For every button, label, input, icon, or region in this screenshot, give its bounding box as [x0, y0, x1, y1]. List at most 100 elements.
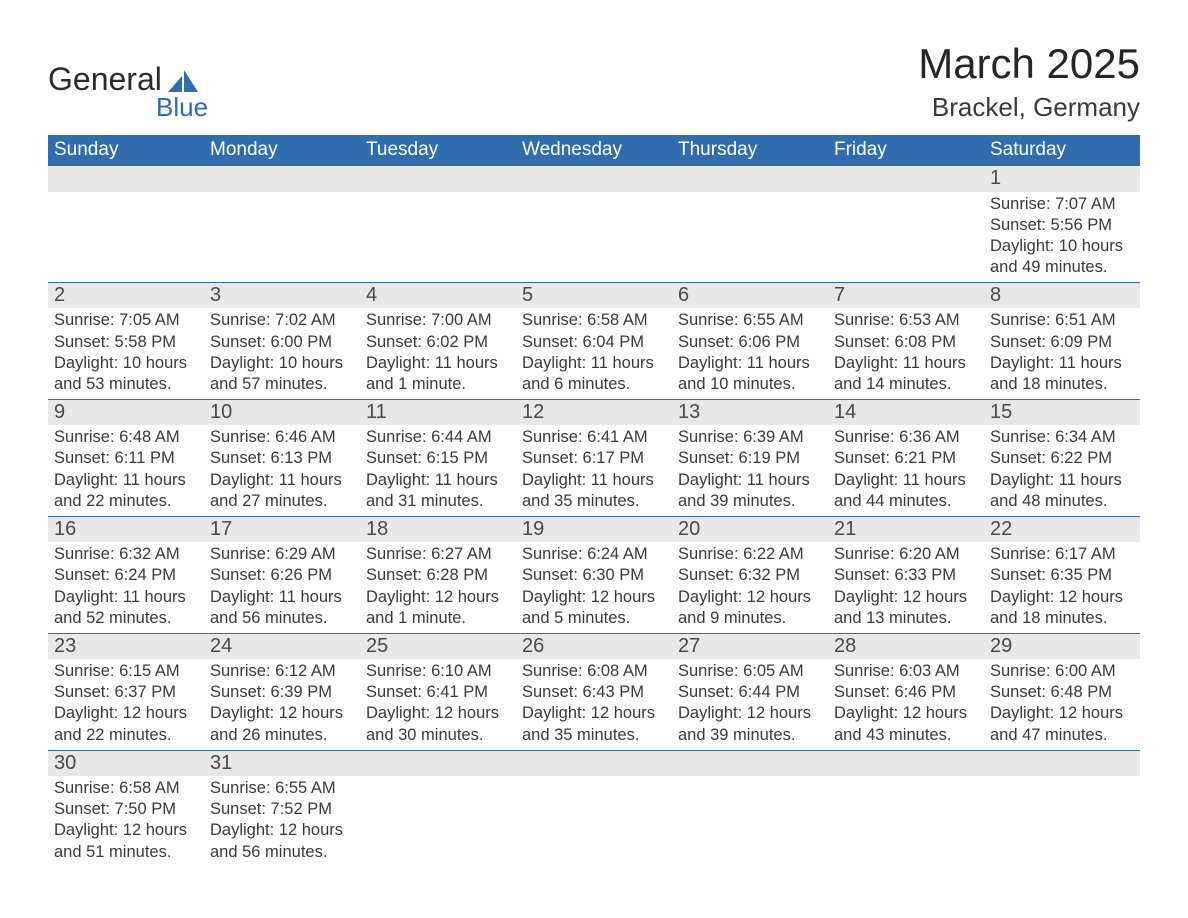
day-body-cell: Sunrise: 6:44 AMSunset: 6:15 PMDaylight:…	[360, 425, 516, 516]
day-body-cell: Sunrise: 6:29 AMSunset: 6:26 PMDaylight:…	[204, 542, 360, 633]
day-number-cell: 13	[672, 399, 828, 425]
daylight-text: Daylight: 12 hours and 26 minutes.	[210, 703, 354, 745]
sunrise-text: Sunrise: 6:32 AM	[54, 544, 198, 565]
sunset-text: Sunset: 6:04 PM	[522, 332, 666, 353]
day-number-cell	[828, 166, 984, 192]
sunrise-text: Sunrise: 7:00 AM	[366, 310, 510, 331]
sunrise-text: Sunrise: 6:46 AM	[210, 427, 354, 448]
sunrise-text: Sunrise: 6:58 AM	[522, 310, 666, 331]
daylight-text: Daylight: 12 hours and 39 minutes.	[678, 703, 822, 745]
sunrise-text: Sunrise: 6:55 AM	[210, 778, 354, 799]
day-number-cell: 31	[204, 750, 360, 776]
day-body-cell: Sunrise: 6:48 AMSunset: 6:11 PMDaylight:…	[48, 425, 204, 516]
day-number-cell: 25	[360, 633, 516, 659]
sunrise-text: Sunrise: 6:29 AM	[210, 544, 354, 565]
sunset-text: Sunset: 6:48 PM	[990, 682, 1134, 703]
daylight-text: Daylight: 11 hours and 44 minutes.	[834, 470, 978, 512]
day-number-cell	[360, 166, 516, 192]
weekday-header: Tuesday	[360, 135, 516, 166]
sunrise-text: Sunrise: 6:15 AM	[54, 661, 198, 682]
day-body-cell	[828, 776, 984, 866]
day-number-cell: 21	[828, 516, 984, 542]
daylight-text: Daylight: 11 hours and 27 minutes.	[210, 470, 354, 512]
day-body-cell: Sunrise: 6:53 AMSunset: 6:08 PMDaylight:…	[828, 308, 984, 399]
day-number-cell: 16	[48, 516, 204, 542]
day-body-cell: Sunrise: 6:10 AMSunset: 6:41 PMDaylight:…	[360, 659, 516, 750]
sunset-text: Sunset: 6:43 PM	[522, 682, 666, 703]
daylight-text: Daylight: 12 hours and 1 minute.	[366, 587, 510, 629]
brand-line1: General	[48, 61, 208, 98]
sunrise-text: Sunrise: 6:53 AM	[834, 310, 978, 331]
daylight-text: Daylight: 12 hours and 51 minutes.	[54, 820, 198, 862]
day-number-cell: 4	[360, 282, 516, 308]
day-number-cell: 28	[828, 633, 984, 659]
day-number-cell: 11	[360, 399, 516, 425]
day-number-cell: 29	[984, 633, 1140, 659]
sunset-text: Sunset: 6:33 PM	[834, 565, 978, 586]
brand-sail-icon	[168, 63, 198, 100]
day-body-cell: Sunrise: 7:00 AMSunset: 6:02 PMDaylight:…	[360, 308, 516, 399]
day-body-cell: Sunrise: 6:12 AMSunset: 6:39 PMDaylight:…	[204, 659, 360, 750]
daylight-text: Daylight: 12 hours and 5 minutes.	[522, 587, 666, 629]
daylight-text: Daylight: 11 hours and 10 minutes.	[678, 353, 822, 395]
day-number-cell: 8	[984, 282, 1140, 308]
sunset-text: Sunset: 6:11 PM	[54, 448, 198, 469]
sunset-text: Sunset: 7:52 PM	[210, 799, 354, 820]
header-row: General Blue March 2025 Brackel, Germany	[48, 40, 1140, 123]
week-daynum-row: 16171819202122	[48, 516, 1140, 542]
day-number-cell	[828, 750, 984, 776]
sunset-text: Sunset: 6:06 PM	[678, 332, 822, 353]
week-body-row: Sunrise: 6:58 AMSunset: 7:50 PMDaylight:…	[48, 776, 1140, 866]
sunrise-text: Sunrise: 6:27 AM	[366, 544, 510, 565]
sunset-text: Sunset: 7:50 PM	[54, 799, 198, 820]
sunset-text: Sunset: 6:22 PM	[990, 448, 1134, 469]
week-daynum-row: 23242526272829	[48, 633, 1140, 659]
day-number-cell: 17	[204, 516, 360, 542]
day-body-cell: Sunrise: 6:24 AMSunset: 6:30 PMDaylight:…	[516, 542, 672, 633]
week-daynum-row: 1	[48, 166, 1140, 192]
sunset-text: Sunset: 6:26 PM	[210, 565, 354, 586]
day-number-cell: 3	[204, 282, 360, 308]
day-body-cell	[672, 776, 828, 866]
daylight-text: Daylight: 11 hours and 14 minutes.	[834, 353, 978, 395]
daylight-text: Daylight: 12 hours and 35 minutes.	[522, 703, 666, 745]
day-body-cell: Sunrise: 6:17 AMSunset: 6:35 PMDaylight:…	[984, 542, 1140, 633]
brand-logo: General Blue	[48, 61, 208, 123]
daylight-text: Daylight: 11 hours and 35 minutes.	[522, 470, 666, 512]
sunset-text: Sunset: 5:58 PM	[54, 332, 198, 353]
weekday-header: Wednesday	[516, 135, 672, 166]
day-body-cell: Sunrise: 6:55 AMSunset: 6:06 PMDaylight:…	[672, 308, 828, 399]
weekday-header: Monday	[204, 135, 360, 166]
daylight-text: Daylight: 11 hours and 18 minutes.	[990, 353, 1134, 395]
day-number-cell: 22	[984, 516, 1140, 542]
day-body-cell: Sunrise: 6:05 AMSunset: 6:44 PMDaylight:…	[672, 659, 828, 750]
title-block: March 2025 Brackel, Germany	[918, 40, 1140, 123]
day-number-cell	[204, 166, 360, 192]
sunrise-text: Sunrise: 6:44 AM	[366, 427, 510, 448]
day-body-cell: Sunrise: 6:58 AMSunset: 6:04 PMDaylight:…	[516, 308, 672, 399]
day-body-cell: Sunrise: 6:46 AMSunset: 6:13 PMDaylight:…	[204, 425, 360, 516]
sunset-text: Sunset: 6:24 PM	[54, 565, 198, 586]
day-number-cell: 20	[672, 516, 828, 542]
day-number-cell: 15	[984, 399, 1140, 425]
sunset-text: Sunset: 6:46 PM	[834, 682, 978, 703]
sunset-text: Sunset: 6:39 PM	[210, 682, 354, 703]
daylight-text: Daylight: 12 hours and 43 minutes.	[834, 703, 978, 745]
day-body-cell	[984, 776, 1140, 866]
daylight-text: Daylight: 11 hours and 56 minutes.	[210, 587, 354, 629]
sunset-text: Sunset: 6:09 PM	[990, 332, 1134, 353]
day-body-cell: Sunrise: 6:39 AMSunset: 6:19 PMDaylight:…	[672, 425, 828, 516]
day-body-cell: Sunrise: 7:02 AMSunset: 6:00 PMDaylight:…	[204, 308, 360, 399]
sunrise-text: Sunrise: 6:12 AM	[210, 661, 354, 682]
sunrise-text: Sunrise: 6:05 AM	[678, 661, 822, 682]
sunset-text: Sunset: 5:56 PM	[990, 215, 1134, 236]
week-body-row: Sunrise: 6:48 AMSunset: 6:11 PMDaylight:…	[48, 425, 1140, 516]
day-body-cell	[516, 192, 672, 283]
weekday-header: Friday	[828, 135, 984, 166]
day-number-cell: 19	[516, 516, 672, 542]
location-label: Brackel, Germany	[918, 92, 1140, 123]
week-body-row: Sunrise: 7:05 AMSunset: 5:58 PMDaylight:…	[48, 308, 1140, 399]
weekday-header: Sunday	[48, 135, 204, 166]
day-body-cell	[48, 192, 204, 283]
sunset-text: Sunset: 6:41 PM	[366, 682, 510, 703]
